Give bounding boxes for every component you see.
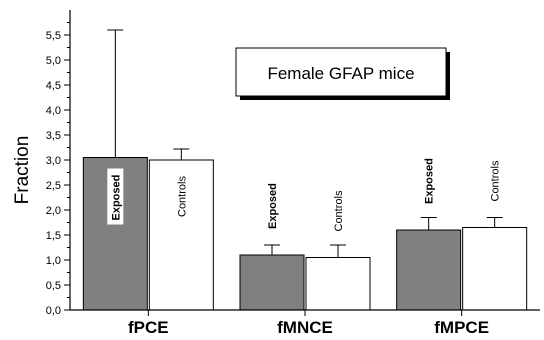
y-tick-label: 2,5 (46, 180, 61, 192)
series-label-controls: Controls (333, 190, 345, 231)
bar-controls (148, 159, 214, 311)
y-tick-label: 2,0 (46, 205, 61, 217)
bar-exposed (396, 229, 462, 311)
bar-exposed (239, 254, 305, 311)
chart-title: Female GFAP mice (267, 64, 414, 83)
x-category-label: fPCE (128, 318, 169, 337)
series-label-exposed: Exposed (267, 183, 279, 229)
series-label-exposed: Exposed (110, 175, 122, 221)
y-tick-label: 5,5 (46, 30, 61, 42)
y-tick-label: 0,5 (46, 280, 61, 292)
series-label-controls: Controls (176, 176, 188, 217)
y-tick-label: 0,0 (46, 305, 61, 317)
y-tick-label: 5,0 (46, 55, 61, 67)
series-label-exposed: Exposed (424, 158, 436, 204)
y-tick-label: 1,5 (46, 230, 61, 242)
y-tick-label: 4,0 (46, 105, 61, 117)
y-tick-label: 1,0 (46, 255, 61, 267)
bar-controls (305, 257, 371, 311)
x-axis: fPCE fMNCE fMPCE (70, 309, 540, 337)
series-label-controls: Controls (490, 160, 502, 201)
y-tick-label: 3,5 (46, 130, 61, 142)
x-category-label: fMNCE (277, 318, 333, 337)
title-box: Female GFAP mice (235, 47, 450, 100)
exposed-label-box (107, 168, 124, 225)
bars: Exposed Controls Exposed Controls Exposed Con… (82, 29, 528, 311)
y-axis: 0,0 0,5 1,0 1,5 2,0 2,5 3,0 3,5 4,0 4,5 5,0 5,5 (46, 10, 71, 317)
y-tick-label: 3,0 (46, 155, 61, 167)
x-category-label: fMPCE (434, 318, 489, 337)
y-axis-label: Fraction (12, 136, 33, 205)
y-tick-label: 4,5 (46, 80, 61, 92)
bar-controls (462, 227, 528, 311)
